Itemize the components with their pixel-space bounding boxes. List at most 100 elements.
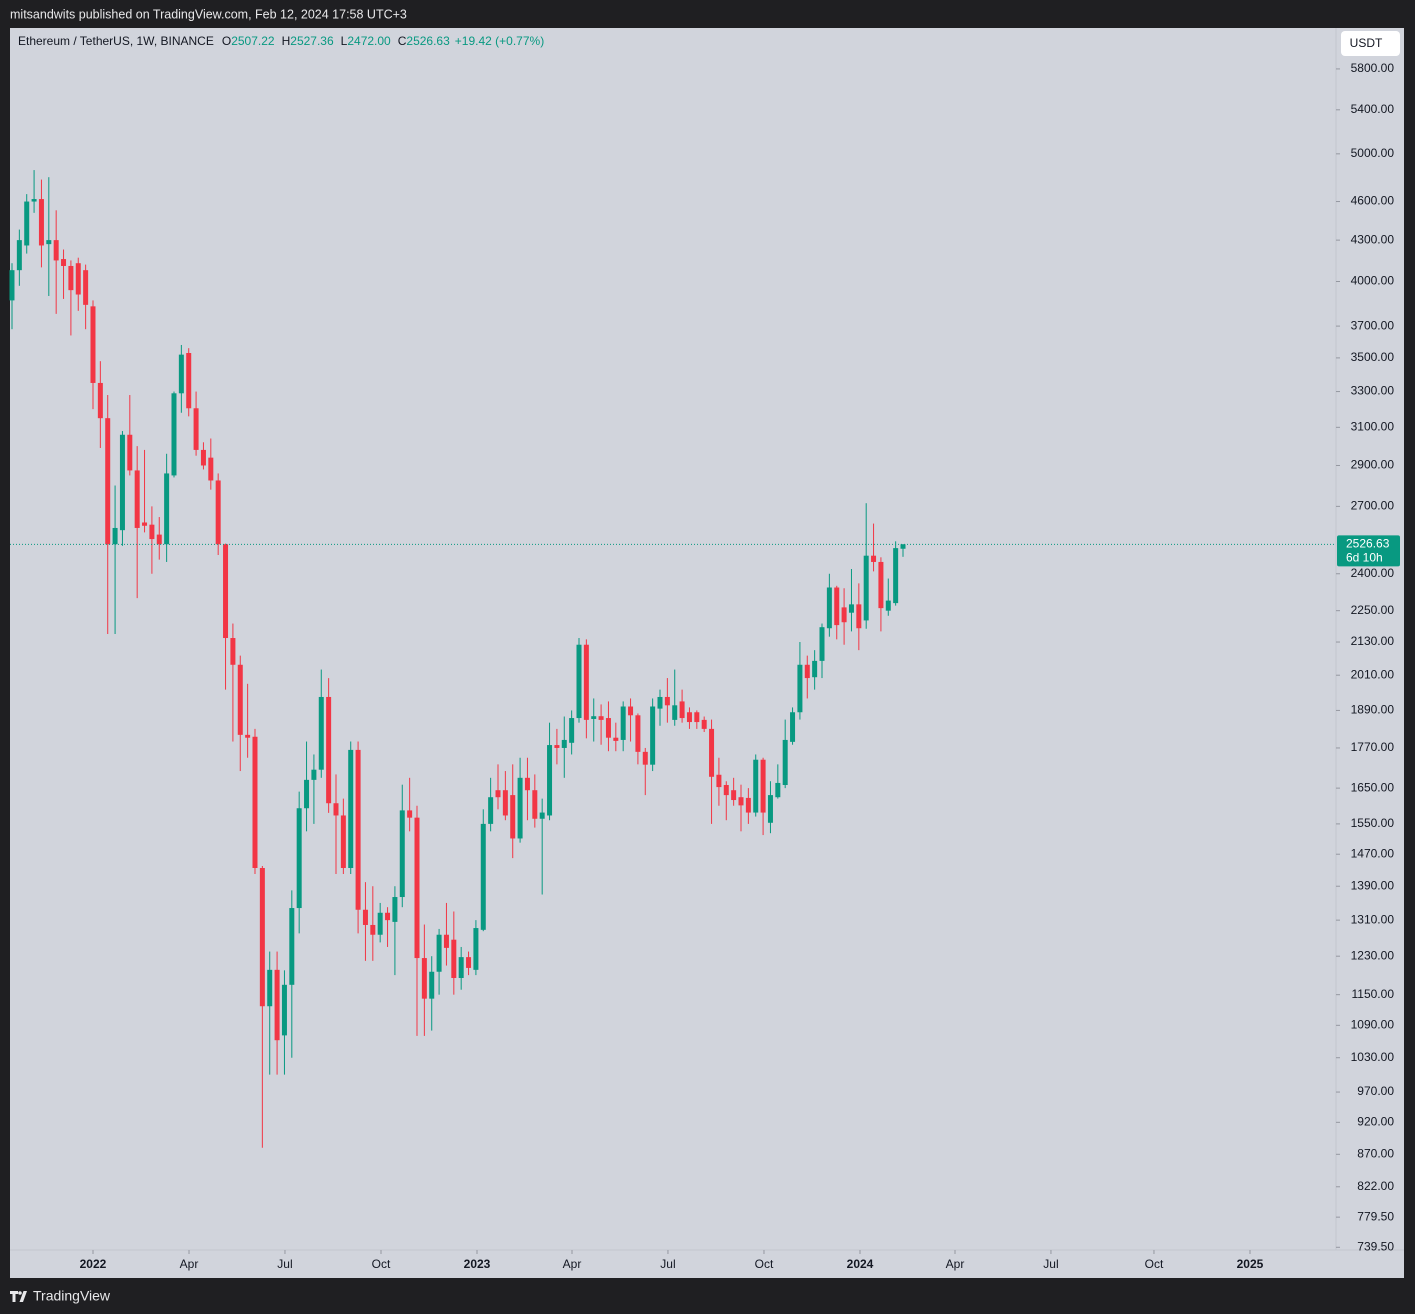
brand-logo <box>10 1291 27 1302</box>
candle-body <box>709 728 715 777</box>
ohlc-letter: O <box>222 34 231 48</box>
last-price-label: 2526.63 <box>1346 537 1390 551</box>
y-tick-label: 5800.00 <box>1351 61 1395 75</box>
y-tick-label: 2700.00 <box>1351 499 1395 513</box>
candle-body <box>650 706 656 765</box>
candle-body <box>392 897 398 922</box>
candle-body <box>127 434 133 471</box>
candle-body <box>804 664 810 679</box>
candle-body <box>885 600 891 611</box>
candle-body <box>760 759 766 813</box>
candle-body <box>156 534 162 545</box>
candle-body <box>362 909 368 925</box>
candle-body <box>878 561 884 609</box>
ohlc-value: 2526.63 <box>406 34 450 48</box>
candle-body <box>377 912 383 935</box>
candle-body <box>620 706 626 740</box>
candle-body <box>591 716 597 719</box>
candle-body <box>370 924 376 935</box>
candle-body <box>75 263 81 295</box>
candle-body <box>753 759 759 813</box>
candle-body <box>134 470 140 528</box>
candle-body <box>399 810 405 898</box>
candle-body <box>142 522 148 526</box>
y-tick-label: 1390.00 <box>1351 878 1395 892</box>
candle-body <box>679 701 685 719</box>
candle-body <box>119 434 125 531</box>
y-tick-label: 4300.00 <box>1351 232 1395 246</box>
x-tick-label: Oct <box>755 1257 774 1271</box>
candle-body <box>554 745 560 748</box>
candle-body <box>9 270 15 301</box>
currency-label: USDT <box>1350 36 1383 50</box>
candle-body <box>686 712 692 723</box>
candle-body <box>171 393 177 476</box>
brand-name: TradingView <box>33 1288 111 1304</box>
candle-body <box>893 548 899 604</box>
y-tick-label: 1550.00 <box>1351 816 1395 830</box>
y-tick-label: 2010.00 <box>1351 667 1395 681</box>
x-tick-label: Apr <box>180 1257 199 1271</box>
x-tick-label: 2024 <box>847 1257 874 1271</box>
y-tick-label: 1230.00 <box>1351 948 1395 962</box>
candle-body <box>731 790 737 801</box>
y-tick-label: 1650.00 <box>1351 780 1395 794</box>
y-tick-label: 1470.00 <box>1351 846 1395 860</box>
candle-body <box>326 696 332 804</box>
candle-body <box>797 664 803 713</box>
symbol-label: Ethereum / TetherUS, 1W, BINANCE <box>18 34 214 48</box>
candle-body <box>46 240 52 245</box>
candle-body <box>532 790 538 819</box>
candle-body <box>672 705 678 720</box>
candle-body <box>738 797 744 806</box>
candle-body <box>200 449 206 466</box>
y-tick-label: 2250.00 <box>1351 603 1395 617</box>
candle-body <box>723 785 729 796</box>
candle-body <box>583 644 589 720</box>
y-tick-label: 1310.00 <box>1351 912 1395 926</box>
candle-body <box>613 737 619 741</box>
ohlc-letter: H <box>282 34 291 48</box>
candle-body <box>826 587 832 629</box>
y-tick-label: 5000.00 <box>1351 146 1395 160</box>
candle-body <box>304 779 310 809</box>
candle-body <box>480 823 486 930</box>
candle-body <box>628 706 634 716</box>
ohlc-letter: C <box>398 34 407 48</box>
y-tick-label: 1090.00 <box>1351 1017 1395 1031</box>
ohlc-letter: L <box>341 34 348 48</box>
y-tick-label: 920.00 <box>1357 1115 1394 1129</box>
y-tick-label: 3300.00 <box>1351 384 1395 398</box>
candle-body <box>871 555 877 562</box>
candle-body <box>230 638 236 665</box>
candle-body <box>701 719 707 729</box>
currency-button[interactable] <box>1341 31 1400 56</box>
y-tick-label: 4600.00 <box>1351 194 1395 208</box>
candle-body <box>782 739 788 786</box>
candle-body <box>642 751 648 765</box>
candle-body <box>193 408 199 450</box>
candle-body <box>436 934 442 972</box>
ohlc-value: 2472.00 <box>347 34 391 48</box>
candle-body <box>598 716 604 720</box>
candle-body <box>186 353 192 409</box>
x-tick-label: Jul <box>277 1257 292 1271</box>
x-tick-label: Apr <box>946 1257 965 1271</box>
candle-body <box>443 934 449 948</box>
candle-body <box>716 774 722 788</box>
y-tick-label: 3700.00 <box>1351 318 1395 332</box>
candle-body <box>252 736 258 868</box>
candle-body <box>311 769 317 780</box>
candle-body <box>517 777 523 839</box>
candle-body <box>524 777 530 791</box>
candle-body <box>605 718 611 738</box>
candle-body <box>333 803 339 816</box>
candle-body <box>348 749 354 868</box>
candle-body <box>900 544 906 549</box>
y-tick-label: 822.00 <box>1357 1179 1394 1193</box>
candle-body <box>657 696 663 709</box>
candle-body <box>164 473 170 545</box>
candle-body <box>208 457 214 481</box>
candle-body <box>576 644 582 719</box>
